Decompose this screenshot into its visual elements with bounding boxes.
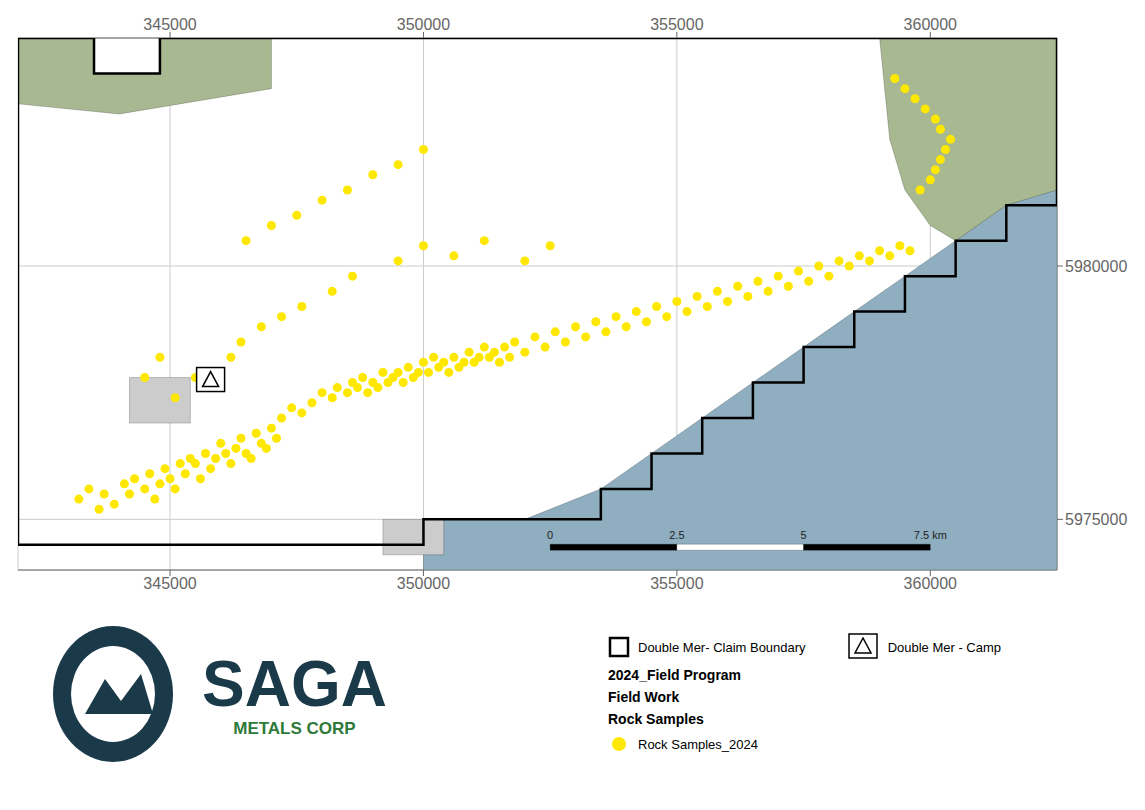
svg-text:5980000: 5980000	[1065, 258, 1127, 275]
svg-text:7.5 km: 7.5 km	[914, 529, 947, 541]
svg-text:5: 5	[801, 529, 807, 541]
html-text:Double Mer - Camp: Double Mer - Camp	[887, 639, 1002, 655]
html-text:Rock Samples: Rock Samples	[608, 711, 704, 727]
svg-text:350000: 350000	[397, 16, 450, 33]
html-text:2024_Field Program: 2024_Field Program	[608, 667, 742, 683]
svg-text:355000: 355000	[650, 575, 703, 592]
html-text:Double Mer- Claim Boundary: Double Mer- Claim Boundary	[638, 639, 806, 655]
svg-text:355000: 355000	[650, 16, 703, 33]
html-text:METALS CORP: METALS CORP	[233, 718, 356, 738]
svg-text:345000: 345000	[143, 575, 196, 592]
svg-text:5975000: 5975000	[1065, 511, 1127, 528]
svg-text:345000: 345000	[143, 16, 196, 33]
svg-text:360000: 360000	[904, 575, 957, 592]
svg-text:350000: 350000	[397, 575, 450, 592]
html-text:Field Work: Field Work	[608, 689, 680, 705]
svg-text:360000: 360000	[904, 16, 957, 33]
svg-text:0: 0	[547, 529, 553, 541]
html-text:SAGA: SAGA	[202, 648, 387, 721]
svg-text:2.5: 2.5	[669, 529, 684, 541]
html-text:Rock Samples_2024: Rock Samples_2024	[638, 736, 758, 752]
